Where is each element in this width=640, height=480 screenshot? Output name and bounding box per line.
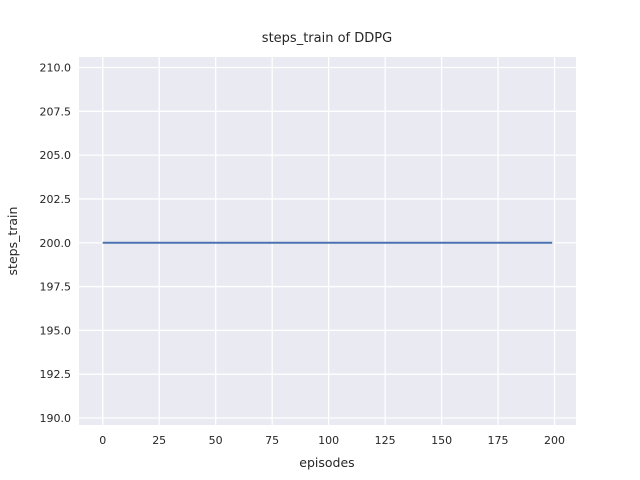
y-tick-label: 190.0 [40,412,72,425]
plot-area: 0 25 50 75 100 125 150 175 200 190.0 192.5 195.0 197… [40,57,576,447]
y-tick-label: 197.5 [40,281,72,294]
x-tick-label: 175 [488,434,509,447]
y-tick-label: 192.5 [40,368,72,381]
plot-background [79,57,576,425]
y-axis-label: steps_train [5,207,20,276]
x-tick-label: 50 [209,434,223,447]
x-tick-label: 100 [318,434,339,447]
x-tick-label: 75 [265,434,279,447]
x-tick-label: 150 [431,434,452,447]
y-tick-label: 210.0 [40,62,72,75]
chart-title: steps_train of DDPG [262,31,392,46]
x-tick-label: 25 [152,434,166,447]
y-tick-label: 202.5 [40,193,72,206]
y-tick-label: 195.0 [40,324,72,337]
y-tick-label: 200.0 [40,237,72,250]
x-tick-label: 200 [544,434,565,447]
x-axis-label: episodes [299,455,354,470]
x-tick-label: 125 [375,434,396,447]
x-tick-label: 0 [99,434,106,447]
y-tick-label: 205.0 [40,149,72,162]
y-tick-label: 207.5 [40,105,72,118]
